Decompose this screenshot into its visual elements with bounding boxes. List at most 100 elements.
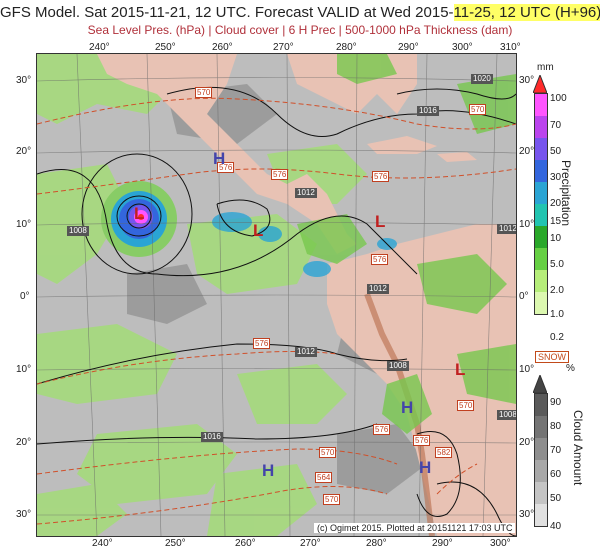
isobar-label: 1012 xyxy=(295,347,317,357)
lat-label-right: 20° xyxy=(519,146,535,157)
cloud-colorbar xyxy=(534,393,548,527)
thickness-label: 576 xyxy=(253,338,271,349)
high-pressure-center: H xyxy=(419,458,432,477)
low-pressure-center: L xyxy=(455,360,466,379)
lon-label-bottom: 240° xyxy=(92,538,113,549)
thickness-label: 570 xyxy=(457,400,475,411)
precip-arrow xyxy=(533,75,547,93)
precip-swatch xyxy=(535,248,547,270)
low-pressure-center: L xyxy=(134,204,145,223)
forecast-map: 1008 1012 1012 1012 1008 1016 1016 1020 … xyxy=(36,53,517,537)
precip-colorbar-title: Precipitation xyxy=(559,160,573,227)
precip-swatch xyxy=(535,204,547,226)
precip-swatch xyxy=(535,226,547,248)
cloud-unit: % xyxy=(566,363,575,374)
high-pressure-center: H xyxy=(213,149,226,168)
thickness-label: 570 xyxy=(319,447,337,458)
lat-label-left: 20° xyxy=(16,146,32,157)
precip-swatch xyxy=(535,94,547,116)
lat-label-left: 20° xyxy=(16,437,32,448)
lat-label-right: 0° xyxy=(519,291,529,302)
precip-tick: 5.0 xyxy=(550,259,564,270)
lon-label-bottom: 270° xyxy=(300,538,321,549)
cloud-colorbar-title: Cloud Amount xyxy=(571,410,585,486)
lat-label-left: 10° xyxy=(16,364,32,375)
lat-label-right: 10° xyxy=(519,219,535,230)
lat-label-right: 30° xyxy=(519,509,535,520)
thickness-label: 570 xyxy=(323,494,341,505)
precip-colorbar xyxy=(534,93,548,315)
cloud-tick: 90 xyxy=(550,397,562,408)
lon-label-top: 300° xyxy=(452,42,473,53)
thickness-label: 576 xyxy=(217,162,235,173)
cloud-swatch xyxy=(535,438,547,460)
thickness-label: 576 xyxy=(271,169,289,180)
precip-swatch xyxy=(535,116,547,138)
isobar-label: 1008 xyxy=(387,361,409,371)
precip-swatch xyxy=(535,160,547,182)
lon-label-top: 260° xyxy=(212,42,233,53)
cloud-tick: 80 xyxy=(550,421,562,432)
low-pressure-center: L xyxy=(375,212,386,231)
lon-label-top: 310° xyxy=(500,42,521,53)
thickness-label: 576 xyxy=(372,171,390,182)
thickness-label: 582 xyxy=(435,447,453,458)
cloud-swatch xyxy=(535,416,547,438)
high-pressure-center: H xyxy=(401,398,414,417)
precip-swatch xyxy=(535,138,547,160)
cloud-swatch xyxy=(535,482,547,504)
low-pressure-center: L xyxy=(253,221,264,240)
isobar-label: 1012 xyxy=(497,224,517,234)
valid-time-highlight: 11-25, 12 UTC (H+96) xyxy=(453,4,600,21)
precip-tick: 30 xyxy=(550,172,562,183)
precip-swatch xyxy=(535,270,547,292)
cloud-swatch xyxy=(535,504,547,526)
precip-tick: 100 xyxy=(550,93,567,104)
lon-label-bottom: 260° xyxy=(235,538,256,549)
lat-label-right: 20° xyxy=(519,437,535,448)
lon-label-top: 250° xyxy=(155,42,176,53)
thickness-label: 564 xyxy=(315,472,333,483)
lon-label-top: 240° xyxy=(89,42,110,53)
lon-label-top: 290° xyxy=(398,42,419,53)
snow-label: SNOW xyxy=(535,351,569,363)
lat-label-right: 30° xyxy=(519,75,535,86)
isobar-label: 1012 xyxy=(295,188,317,198)
precip-tick: 10 xyxy=(550,233,562,244)
cloud-tick: 60 xyxy=(550,469,562,480)
chart-subtitle: Sea Level Pres. (hPa) | Cloud cover | 6 … xyxy=(87,23,513,37)
precip-swatch xyxy=(535,182,547,204)
lat-label-right: 10° xyxy=(519,364,535,375)
thickness-label: 576 xyxy=(371,254,389,265)
lat-label-left: 30° xyxy=(16,75,32,86)
lat-label-left: 0° xyxy=(20,291,30,302)
precip-swatch xyxy=(535,292,547,314)
lon-label-top: 280° xyxy=(336,42,357,53)
lon-label-bottom: 280° xyxy=(366,538,387,549)
precip-tick: 70 xyxy=(550,120,562,131)
cloud-arrow xyxy=(533,375,547,393)
lon-label-bottom: 250° xyxy=(165,538,186,549)
precip-tick: 2.0 xyxy=(550,285,564,296)
isobar-label: 1016 xyxy=(201,432,223,442)
lon-label-bottom: 290° xyxy=(432,538,453,549)
cloud-tick: 70 xyxy=(550,445,562,456)
cloud-swatch xyxy=(535,460,547,482)
lat-label-left: 30° xyxy=(16,509,32,520)
precip-tick: 15 xyxy=(550,216,562,227)
isobar-label: 1008 xyxy=(497,410,517,420)
high-pressure-center: H xyxy=(262,461,275,480)
thickness-label: 576 xyxy=(413,435,431,446)
cloud-swatch xyxy=(535,394,547,416)
isobar-label: 1008 xyxy=(67,226,89,236)
precip-tick: 20 xyxy=(550,198,562,209)
thickness-label: 570 xyxy=(469,104,487,115)
copyright-note: (c) Ogimet 2015. Plotted at 20151121 17:… xyxy=(314,523,516,533)
isobar-label: 1016 xyxy=(417,106,439,116)
precip-tick: 0.2 xyxy=(550,332,564,343)
isobar-label: 1012 xyxy=(367,284,389,294)
thickness-label: 570 xyxy=(195,87,213,98)
cloud-tick: 40 xyxy=(550,521,562,532)
isobar-label: 1020 xyxy=(471,74,493,84)
cloud-tick: 50 xyxy=(550,493,562,504)
